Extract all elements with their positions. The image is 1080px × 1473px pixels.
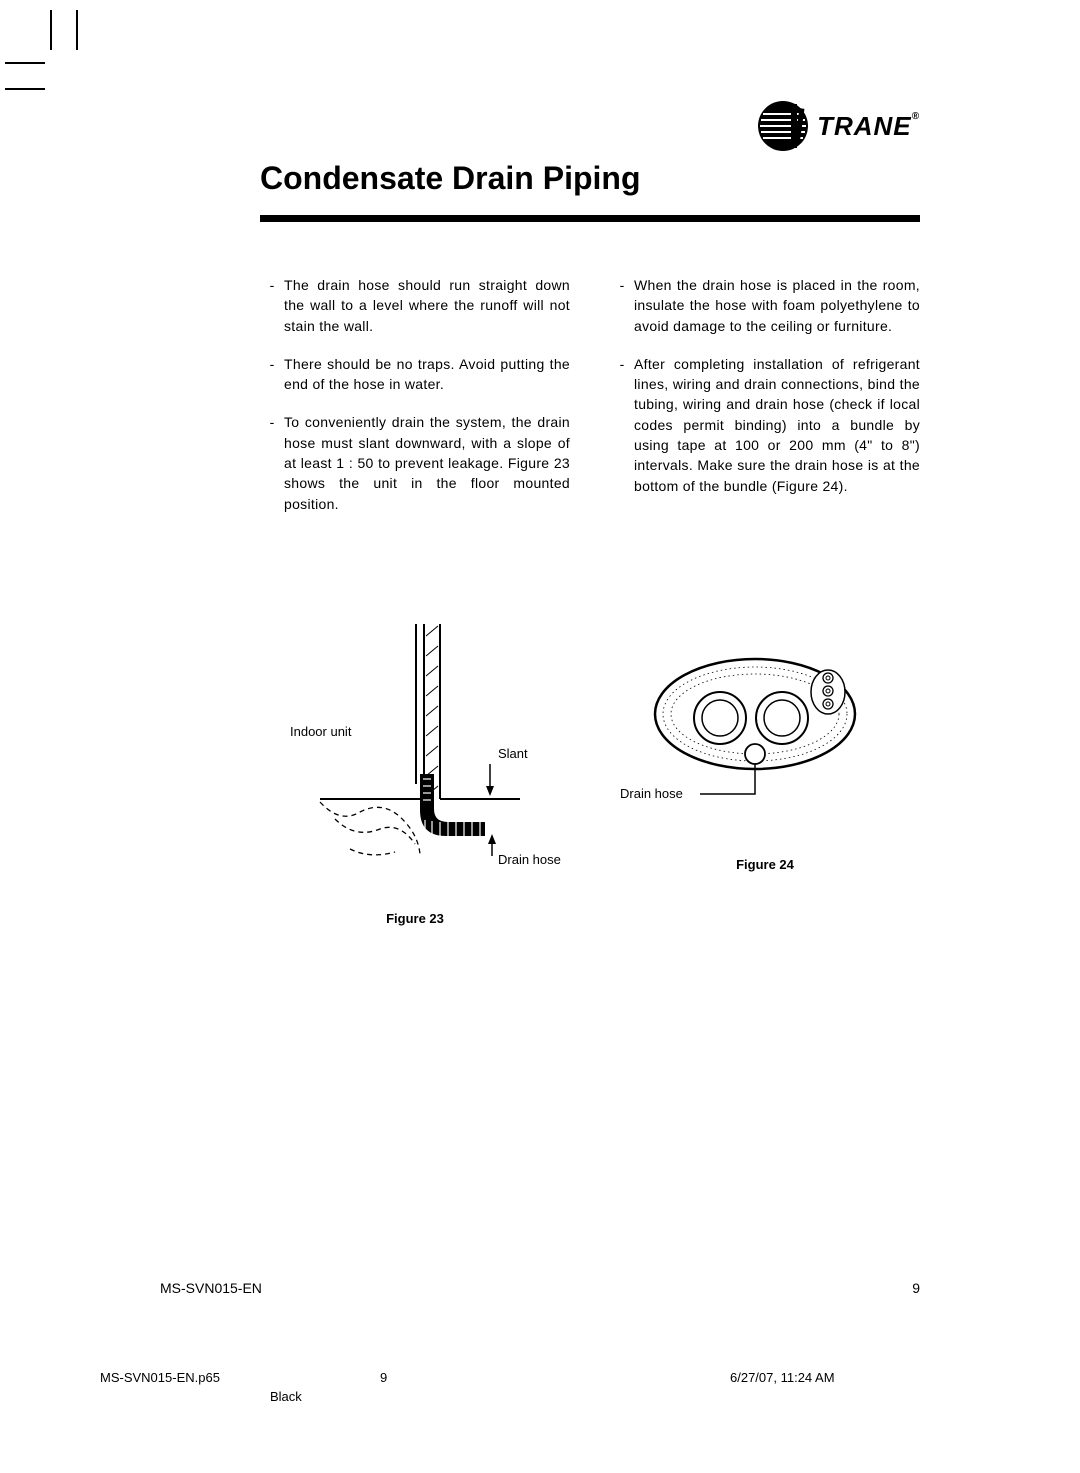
column-right: - When the drain hose is placed in the r… [610, 275, 920, 532]
brand-logo: TRANE® [757, 100, 920, 152]
figure-24: Drain hose Figure 24 [610, 624, 920, 926]
bullet-text: There should be no traps. Avoid putting … [284, 354, 570, 395]
figure24-caption: Figure 24 [610, 857, 920, 872]
bullet-text: After completing installation of refrige… [634, 354, 920, 496]
printer-color: Black [270, 1389, 302, 1404]
figure23-caption: Figure 23 [260, 911, 570, 926]
bullet-item: - When the drain hose is placed in the r… [610, 275, 920, 336]
printer-page: 9 [380, 1370, 730, 1385]
bullet-text: To conveniently drain the system, the dr… [284, 412, 570, 513]
figures-row: Indoor unit Slant Drain hose Figure 23 [260, 624, 920, 926]
column-left: - The drain hose should run straight dow… [260, 275, 570, 532]
figure23-label-slant: Slant [498, 746, 528, 761]
bullet-item: - To conveniently drain the system, the … [260, 412, 570, 513]
bullet-dash: - [260, 275, 284, 336]
brand-name: TRANE® [817, 111, 920, 142]
body-columns: - The drain hose should run straight dow… [260, 275, 920, 532]
figure23-label-drain-hose: Drain hose [498, 852, 561, 867]
bullet-text: When the drain hose is placed in the roo… [634, 275, 920, 336]
section-title: Condensate Drain Piping [260, 160, 640, 197]
bullet-text: The drain hose should run straight down … [284, 275, 570, 336]
bullet-dash: - [610, 275, 634, 336]
bullet-item: - After completing installation of refri… [610, 354, 920, 496]
footer-page-number: 9 [912, 1280, 920, 1296]
bullet-dash: - [610, 354, 634, 496]
figure-23: Indoor unit Slant Drain hose Figure 23 [260, 624, 570, 926]
printer-footer: MS-SVN015-EN.p65 9 6/27/07, 11:24 AM Bla… [100, 1370, 980, 1404]
bullet-dash: - [260, 354, 284, 395]
figure24-label-drain-hose: Drain hose [620, 786, 683, 801]
bullet-item: - There should be no traps. Avoid puttin… [260, 354, 570, 395]
trane-globe-icon [757, 100, 809, 152]
footer-doc-id: MS-SVN015-EN [160, 1280, 262, 1296]
figure23-label-indoor-unit: Indoor unit [290, 724, 351, 739]
printer-file: MS-SVN015-EN.p65 [100, 1370, 380, 1385]
title-rule [260, 215, 920, 222]
printer-datetime: 6/27/07, 11:24 AM [730, 1370, 835, 1385]
bullet-item: - The drain hose should run straight dow… [260, 275, 570, 336]
bullet-dash: - [260, 412, 284, 513]
document-footer: MS-SVN015-EN 9 [160, 1280, 920, 1296]
